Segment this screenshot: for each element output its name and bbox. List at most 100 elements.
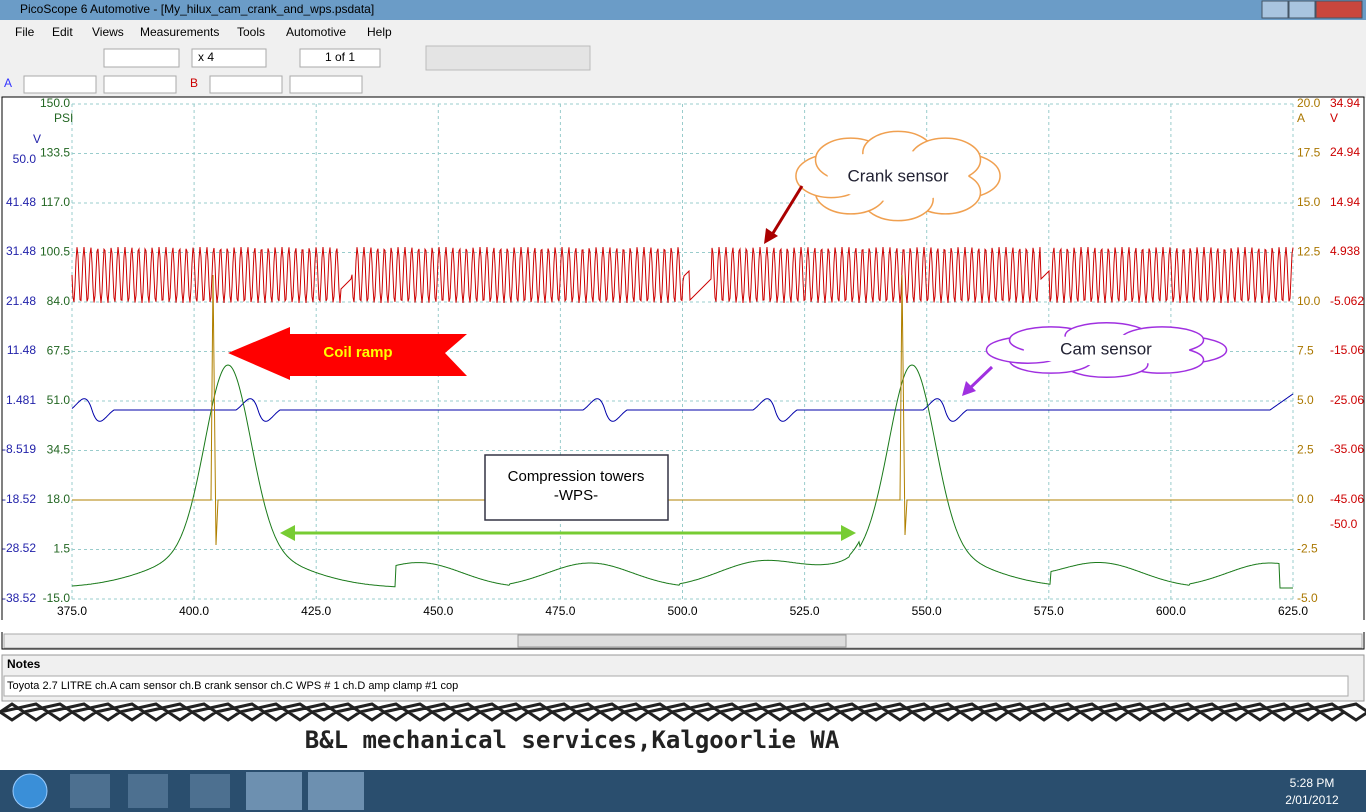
channel-a-coupling[interactable] <box>103 75 177 94</box>
unit-amp: A <box>1297 111 1305 125</box>
task-explorer[interactable] <box>70 774 110 808</box>
x-tick: 425.0 <box>301 604 331 618</box>
left-v-tick: 1.481 <box>6 393 36 407</box>
right-v-tick: 24.94 <box>1330 145 1360 159</box>
left-v-tick: -8.519 <box>2 442 36 456</box>
right-v-tick: -5.062 <box>1330 294 1364 308</box>
psi-tick: 150.0 <box>40 96 70 110</box>
unit-psi: PSI <box>54 111 73 125</box>
left-v-tick: -28.52 <box>2 541 36 555</box>
menu-item[interactable]: Automotive <box>286 25 346 39</box>
notes-box[interactable] <box>3 675 1349 697</box>
left-v-tick: 11.48 <box>7 343 36 357</box>
menu-item[interactable]: Edit <box>52 25 73 39</box>
left-v-tick: 41.48 <box>6 195 36 209</box>
cam-arrow-head <box>962 381 976 396</box>
banner <box>0 702 1366 770</box>
x-tick: 625.0 <box>1278 604 1308 618</box>
amp-tick: 15.0 <box>1297 195 1321 209</box>
psi-tick: 51.0 <box>47 393 71 407</box>
zoom-value: x 4 <box>198 50 214 64</box>
right-v-tick: 14.94 <box>1330 195 1360 209</box>
left-v-tick: 31.48 <box>6 244 36 258</box>
menu-item[interactable]: Views <box>92 25 124 39</box>
menu-bar: File Edit Views Measurements Tools Automotive… <box>15 25 392 39</box>
left-v-tick: -38.52 <box>2 591 36 605</box>
channel-b: B <box>190 76 198 90</box>
menu-item[interactable]: Measurements <box>140 25 219 39</box>
crank-cloud <box>795 130 1001 222</box>
cloud-core <box>1023 334 1190 366</box>
left-v-tick: 21.48 <box>6 294 36 308</box>
notes-title: Notes <box>7 657 41 671</box>
start-button[interactable] <box>12 773 48 809</box>
right-v-tick: 4.938 <box>1330 244 1360 258</box>
crank-arrow <box>768 185 804 239</box>
crank-trace <box>71 246 1294 304</box>
psi-tick: 100.5 <box>40 245 70 259</box>
amp-tick: 10.0 <box>1297 294 1321 308</box>
amp-tick: -5.0 <box>1297 591 1318 605</box>
compression-line2: -WPS- <box>554 487 598 504</box>
title-bar <box>0 0 1366 20</box>
x-tick: 375.0 <box>57 604 87 618</box>
page-box[interactable] <box>299 48 381 68</box>
channel-b-range[interactable] <box>209 75 283 94</box>
menu-item[interactable]: Tools <box>237 25 265 39</box>
clock-time: 5:28 PM <box>1290 776 1335 790</box>
maximize[interactable] <box>1288 0 1316 19</box>
psi-tick: 34.5 <box>47 443 71 457</box>
psi-tick: 117.0 <box>41 195 70 209</box>
x-tick: 500.0 <box>667 604 697 618</box>
left-v-tick: 50.0 <box>13 152 37 166</box>
channel-a: A <box>4 76 12 90</box>
clock-date: 2/01/2012 <box>1285 793 1339 807</box>
amp-tick: 2.5 <box>1297 443 1314 457</box>
menu-item[interactable]: File <box>15 25 35 39</box>
scroll-thumb[interactable] <box>517 634 847 648</box>
compression-line1: Compression towers <box>508 468 645 485</box>
compression-box <box>484 454 669 521</box>
tools[interactable] <box>425 45 591 71</box>
task-app1[interactable] <box>246 772 302 810</box>
banner-text: B&L mechanical services,Kalgoorlie WA <box>305 726 840 754</box>
task-picoscope[interactable] <box>308 772 364 810</box>
amp-tick: 5.0 <box>1297 393 1314 407</box>
task-media[interactable] <box>128 774 168 808</box>
page-value: 1 of 1 <box>325 50 355 64</box>
zoom-box[interactable] <box>191 48 267 68</box>
right-v-tick: 34.94 <box>1330 96 1360 110</box>
channel-b-coupling[interactable] <box>289 75 363 94</box>
task-ie[interactable] <box>190 774 230 808</box>
right-v-tick: -35.06 <box>1330 442 1364 456</box>
cam-label: Cam sensor <box>1060 339 1152 358</box>
crank-arrow-head <box>764 228 778 244</box>
close[interactable] <box>1315 0 1363 19</box>
minimize[interactable] <box>1261 0 1289 19</box>
x-tick: 575.0 <box>1034 604 1064 618</box>
menu-item[interactable]: Help <box>367 25 392 39</box>
unit-left-v: V <box>33 132 41 146</box>
psi-tick: 67.5 <box>47 344 71 358</box>
right-v-tick: -45.06 <box>1330 492 1364 506</box>
left-v-tick: -18.52 <box>2 492 36 506</box>
psi-tick: 18.0 <box>47 492 71 506</box>
range-head-right <box>841 525 856 541</box>
x-tick: 550.0 <box>912 604 942 618</box>
channel-a-range[interactable] <box>23 75 97 94</box>
right-v-tick: -15.06 <box>1330 343 1364 357</box>
x-tick: 400.0 <box>179 604 209 618</box>
x-tick: 525.0 <box>790 604 820 618</box>
banner-border <box>0 702 1366 722</box>
combo[interactable] <box>103 48 180 68</box>
x-tick: 450.0 <box>423 604 453 618</box>
x-tick: 475.0 <box>545 604 575 618</box>
right-v-tick: -50.0 <box>1330 517 1358 531</box>
window-title: PicoScope 6 Automotive - [My_hilux_cam_c… <box>20 2 374 16</box>
psi-tick: 1.5 <box>53 542 70 556</box>
amp-tick: 17.5 <box>1297 146 1321 160</box>
wps-trace <box>71 364 1293 589</box>
amp-tick: 20.0 <box>1297 96 1321 110</box>
psi-tick: -15.0 <box>43 591 71 605</box>
